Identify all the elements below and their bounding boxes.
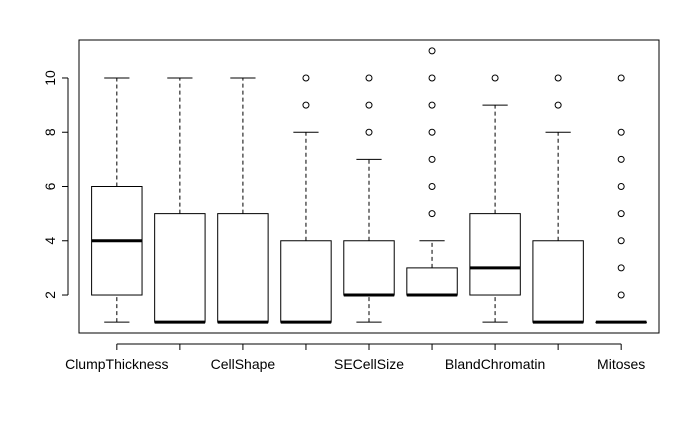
x-tick-label: ClumpThickness <box>65 356 168 372</box>
x-tick-label: SECellSize <box>334 356 404 372</box>
outlier-point <box>428 210 436 218</box>
outlier-point <box>617 291 625 299</box>
outlier-point <box>617 210 625 218</box>
y-tick-label: 6 <box>42 182 58 190</box>
outlier-point <box>365 74 373 82</box>
outlier-point <box>302 74 310 82</box>
outlier-point <box>428 47 436 55</box>
outlier-point <box>365 101 373 109</box>
outlier-point <box>491 74 499 82</box>
x-tick-label: Mitoses <box>597 356 645 372</box>
y-tick-label: 4 <box>42 237 58 245</box>
outlier-point <box>428 101 436 109</box>
outlier-point <box>365 128 373 136</box>
box-body <box>217 213 269 323</box>
x-axis: ClumpThickness CellShape SECellSize BlandCh… <box>65 343 645 372</box>
y-tick-label: 2 <box>42 291 58 299</box>
y-tick-label: 8 <box>42 128 58 136</box>
outlier-point <box>617 155 625 163</box>
outlier-point <box>554 101 562 109</box>
x-tick-label: CellShape <box>211 356 276 372</box>
outlier-point <box>617 264 625 272</box>
box-7 <box>469 74 521 323</box>
outlier-point <box>617 237 625 245</box>
box-4 <box>280 74 332 324</box>
box-9 <box>595 74 647 324</box>
box-body <box>469 213 521 296</box>
box-5 <box>343 74 395 323</box>
outlier-point <box>617 74 625 82</box>
plot-frame <box>78 39 660 334</box>
box-2 <box>154 77 206 324</box>
box-body <box>154 213 206 323</box>
box-body <box>280 240 332 323</box>
outlier-point <box>302 101 310 109</box>
outlier-point <box>617 183 625 190</box>
box-body <box>343 240 395 296</box>
y-tick-label: 10 <box>42 70 58 86</box>
outlier-point <box>554 74 562 82</box>
box-6 <box>406 47 458 297</box>
boxes-group <box>91 47 647 324</box>
box-8 <box>532 74 584 324</box>
outlier-point <box>617 128 625 136</box>
box-body <box>406 267 458 296</box>
x-tick-label: BlandChromatin <box>445 356 545 372</box>
outlier-point <box>428 155 436 163</box>
y-axis: 2 4 6 8 10 <box>42 70 69 299</box>
outlier-point <box>428 128 436 136</box>
box-body <box>532 240 584 323</box>
box-3 <box>217 77 269 324</box>
outlier-point <box>428 183 436 190</box>
box-1 <box>91 77 143 323</box>
outlier-point <box>428 74 436 82</box>
